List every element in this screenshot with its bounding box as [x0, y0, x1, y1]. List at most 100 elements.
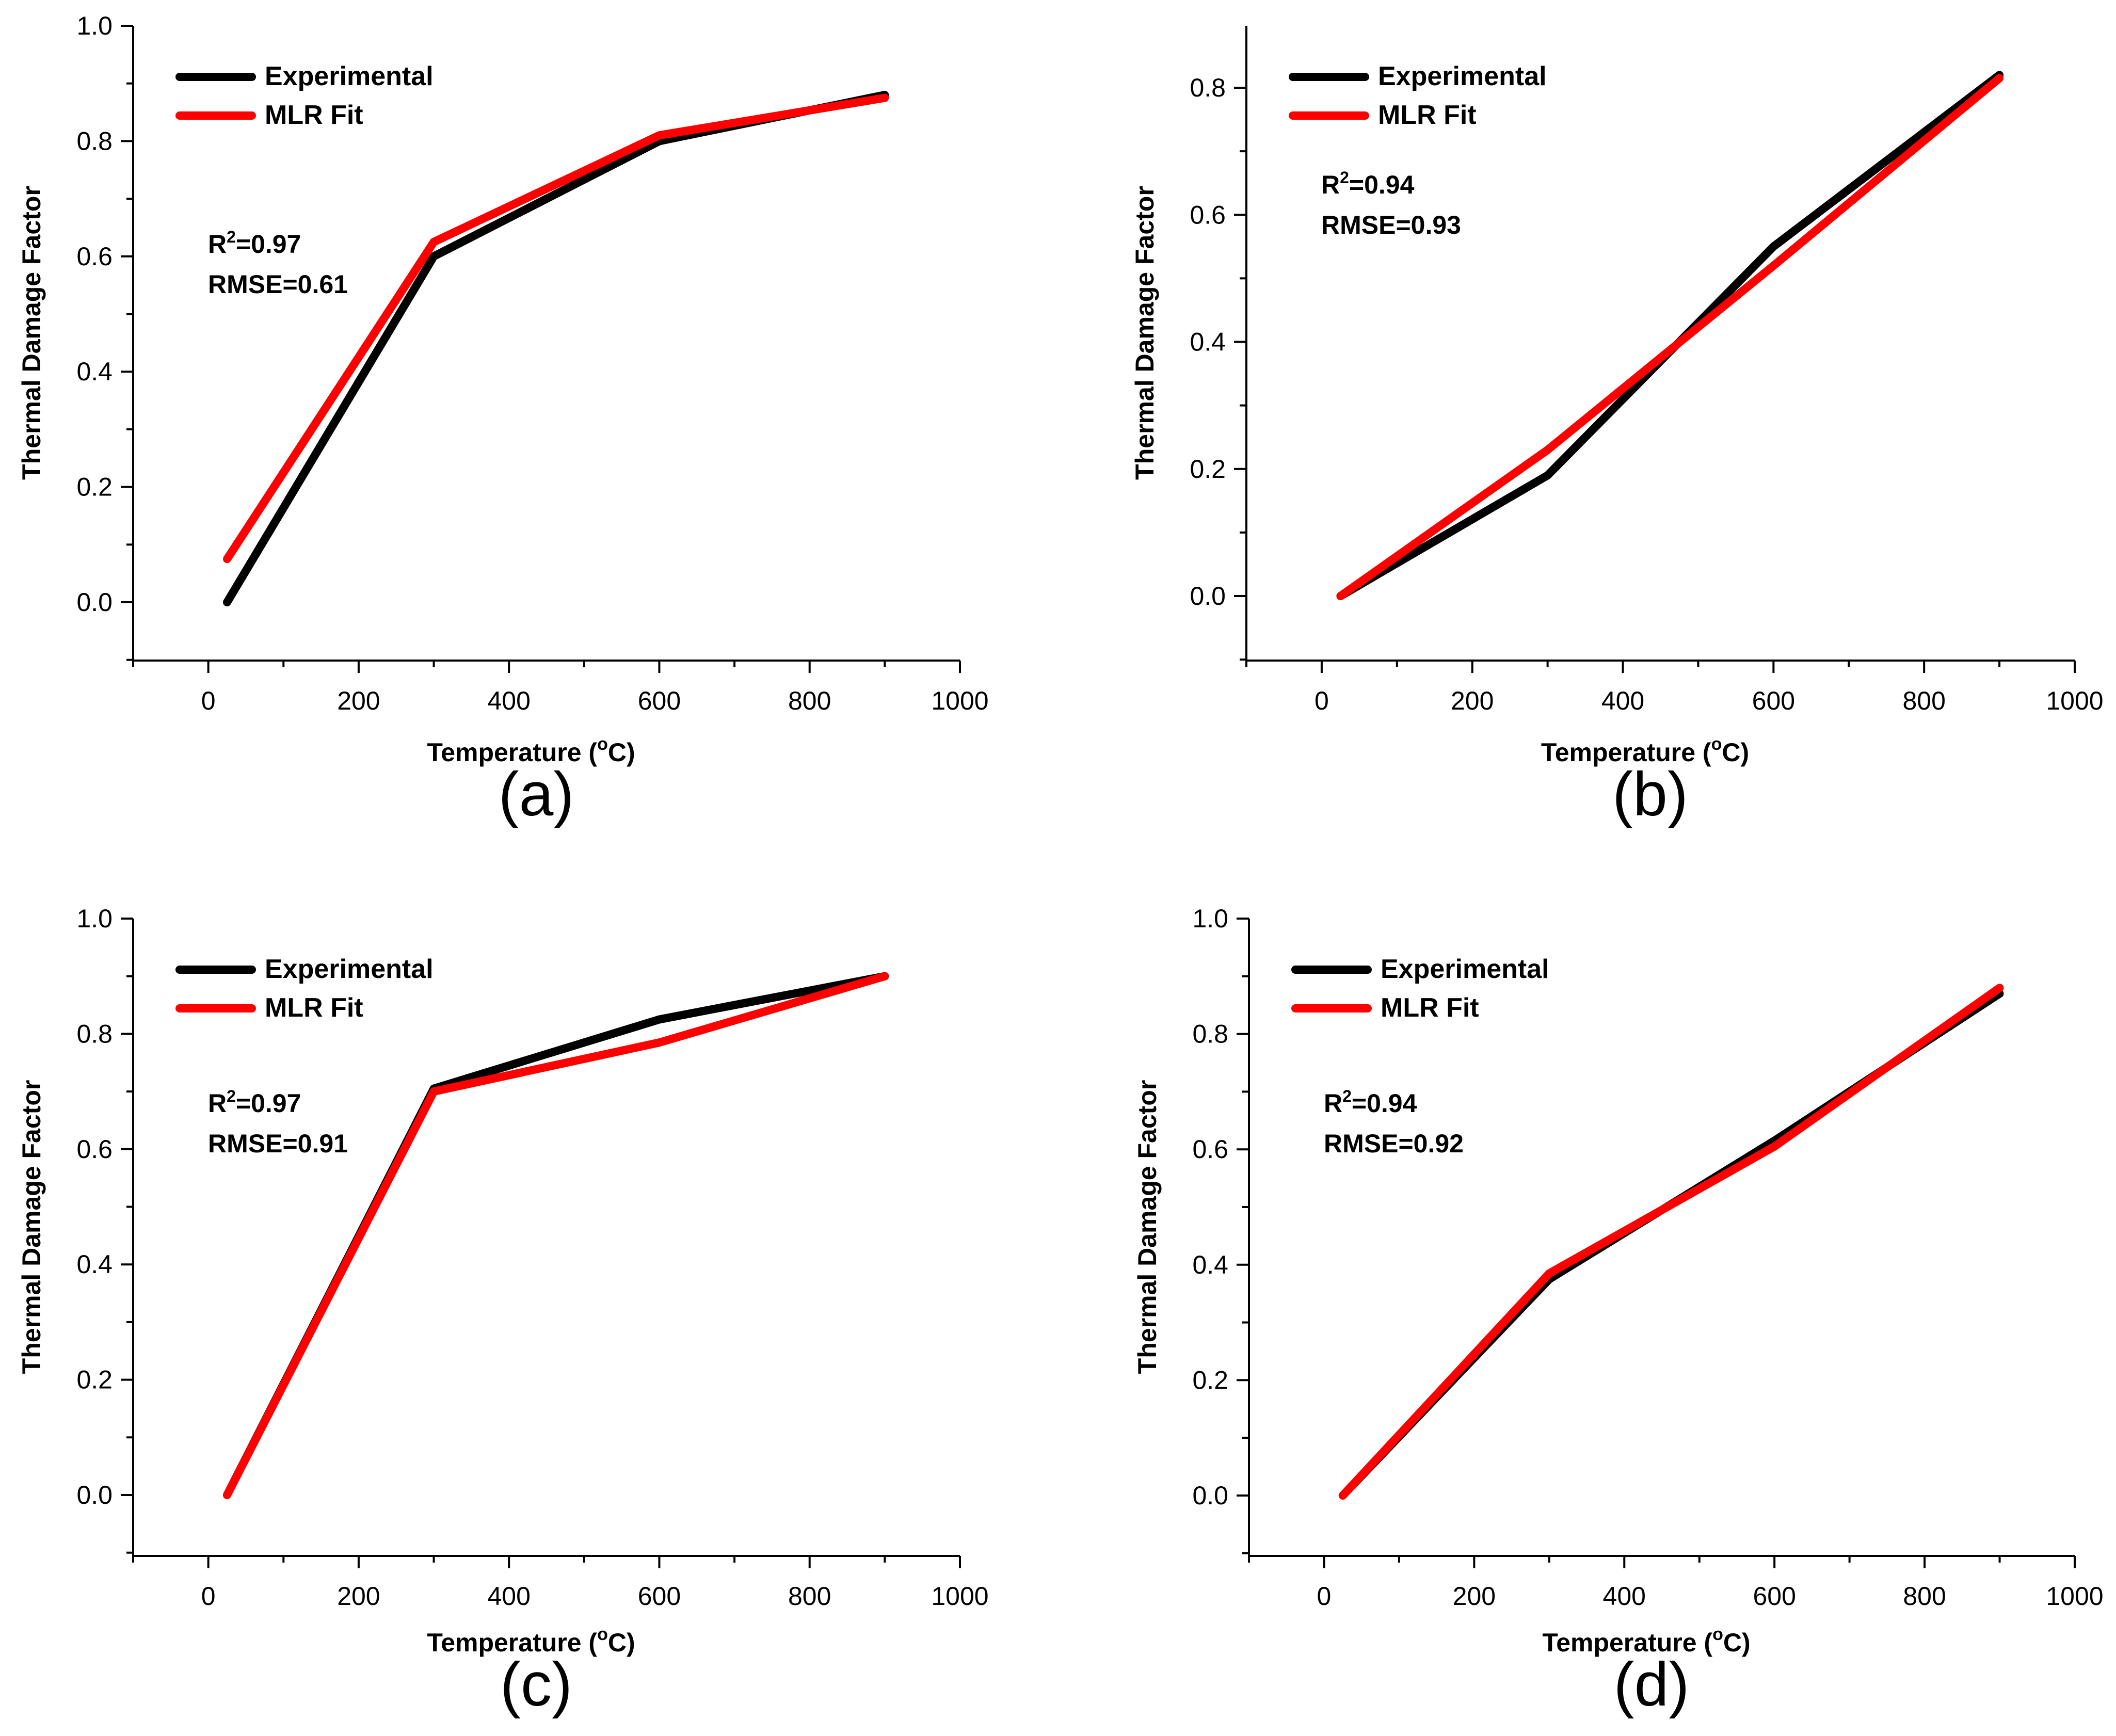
r2-prefix: R [208, 1089, 227, 1118]
x-axis-title-text: Temperature ( [1541, 738, 1711, 767]
r2-prefix: R [208, 230, 227, 259]
x-axis-title: Temperature (oC) [1541, 734, 1749, 767]
panel-label: (c) [500, 1650, 572, 1719]
x-tick-label: 1000 [931, 1582, 988, 1611]
y-tick-label: 1.0 [1192, 904, 1228, 933]
r2-superscript: 2 [1342, 1087, 1352, 1105]
x-axis-title-suffix: C) [1722, 738, 1749, 767]
y-tick-label: 0.2 [1192, 1365, 1228, 1394]
y-tick-label: 0.2 [76, 1365, 113, 1394]
x-axis-title-text: Temperature ( [427, 1628, 597, 1657]
x-tick-label: 800 [788, 1582, 831, 1611]
chart-panel-c: 0 200 400 600 800 1000 0.0 0.2 0.4 0.6 0.8 1.0 Tempe… [17, 904, 989, 1719]
y-tick-label: 0.8 [1190, 73, 1226, 102]
x-axis-title-suffix: C) [608, 738, 635, 767]
x-axis-title-superscript: o [1712, 1625, 1723, 1644]
x-tick-label: 200 [1453, 1582, 1496, 1611]
y-tick-label: 0.2 [1190, 455, 1226, 484]
legend-label: MLR Fit [1378, 100, 1477, 130]
y-tick-label: 0.8 [76, 126, 113, 155]
series-line-mlr-fit [223, 972, 889, 1499]
panel-label: (d) [1614, 1650, 1690, 1719]
y-tick-label: 0.0 [1192, 1481, 1228, 1510]
y-axis-title: Thermal Damage Factor [1130, 186, 1159, 480]
y-tick-label: 0.4 [1192, 1250, 1228, 1279]
r2-superscript: 2 [227, 1087, 236, 1105]
rmse-annotation: RMSE=0.91 [208, 1129, 348, 1158]
y-tick-label: 0.0 [76, 588, 113, 617]
x-tick-label: 600 [1753, 1582, 1796, 1611]
y-tick-label: 0.6 [76, 242, 113, 271]
r2-annotation: R2=0.97 [208, 228, 301, 259]
r2-annotation: R2=0.94 [1321, 168, 1415, 199]
x-tick-label: 0 [201, 686, 216, 715]
x-tick-label: 0 [1317, 1582, 1332, 1611]
y-tick-label: 0.4 [76, 1250, 113, 1279]
x-axis-title: Temperature (oC) [427, 1625, 635, 1657]
y-tick-label: 0.6 [1190, 200, 1226, 229]
rmse-annotation: RMSE=0.61 [208, 270, 348, 299]
r2-superscript: 2 [227, 228, 236, 246]
x-axis-title: Temperature (oC) [1542, 1625, 1750, 1657]
x-axis-title-text: Temperature ( [1542, 1628, 1712, 1657]
x-tick-label: 800 [1903, 1582, 1946, 1611]
y-tick-label: 0.0 [1190, 582, 1226, 610]
x-tick-label: 0 [1315, 686, 1329, 715]
x-tick-label: 800 [1902, 686, 1945, 715]
x-tick-label: 600 [638, 1582, 681, 1611]
legend-label: MLR Fit [265, 100, 363, 130]
y-tick-label: 0.8 [1192, 1020, 1228, 1049]
x-axis-title-suffix: C) [608, 1628, 635, 1657]
x-axis-title-suffix: C) [1723, 1628, 1751, 1657]
series-line-experimental [1338, 989, 2004, 1500]
x-axis-title-superscript: o [597, 1625, 608, 1644]
x-tick-label: 1000 [931, 686, 988, 715]
legend-label: MLR Fit [265, 993, 363, 1023]
chart-panel-d: 0 200 400 600 800 1000 0.0 0.2 0.4 0.6 0.8 1.0 Tempe… [1133, 904, 2104, 1719]
r2-prefix: R [1321, 170, 1340, 199]
x-tick-label: 600 [1752, 686, 1795, 715]
legend-label: Experimental [265, 954, 434, 984]
series-line-experimental [1336, 71, 2004, 600]
series-line-experimental [223, 972, 889, 1499]
r2-superscript: 2 [1340, 168, 1349, 187]
legend-label: Experimental [1378, 61, 1547, 91]
x-tick-label: 200 [1451, 686, 1494, 715]
x-axis-title-superscript: o [1711, 734, 1722, 754]
y-tick-label: 1.0 [76, 11, 113, 40]
legend-label: Experimental [265, 61, 434, 91]
y-tick-label: 0.2 [76, 473, 113, 502]
series-line-experimental [223, 91, 889, 606]
r2-value: =0.94 [1349, 170, 1415, 199]
x-tick-label: 400 [487, 1582, 530, 1611]
r2-annotation: R2=0.97 [208, 1087, 301, 1118]
y-tick-label: 0.4 [1190, 328, 1226, 357]
y-tick-label: 0.8 [76, 1019, 113, 1048]
x-tick-label: 0 [201, 1582, 216, 1611]
chart-panel-b: 0 200 400 600 800 1000 0.0 0.2 0.4 0.6 0.8 Temperat… [1130, 26, 2104, 829]
rmse-annotation: RMSE=0.93 [1321, 211, 1461, 239]
x-tick-label: 1000 [2046, 686, 2103, 715]
panel-label: (b) [1612, 760, 1688, 829]
series-line-mlr-fit [223, 93, 889, 564]
series-line-mlr-fit [1336, 74, 2004, 600]
x-axis-title: Temperature (oC) [427, 734, 635, 767]
rmse-annotation: RMSE=0.92 [1324, 1129, 1464, 1158]
x-tick-label: 600 [638, 686, 681, 715]
x-tick-label: 400 [1601, 686, 1644, 715]
x-tick-label: 400 [487, 686, 530, 715]
y-tick-label: 0.0 [76, 1481, 113, 1509]
x-tick-label: 400 [1603, 1582, 1646, 1611]
x-tick-label: 200 [337, 1582, 380, 1611]
y-tick-label: 0.6 [1192, 1135, 1228, 1164]
y-axis-title: Thermal Damage Factor [17, 186, 46, 480]
r2-value: =0.97 [236, 1089, 301, 1118]
x-tick-label: 1000 [2046, 1582, 2103, 1611]
x-tick-label: 800 [788, 686, 831, 715]
r2-value: =0.94 [1352, 1089, 1417, 1118]
legend-label: Experimental [1381, 954, 1549, 984]
y-tick-label: 1.0 [76, 904, 113, 933]
series-line-mlr-fit [1338, 984, 2004, 1500]
x-axis-title-superscript: o [597, 734, 608, 754]
